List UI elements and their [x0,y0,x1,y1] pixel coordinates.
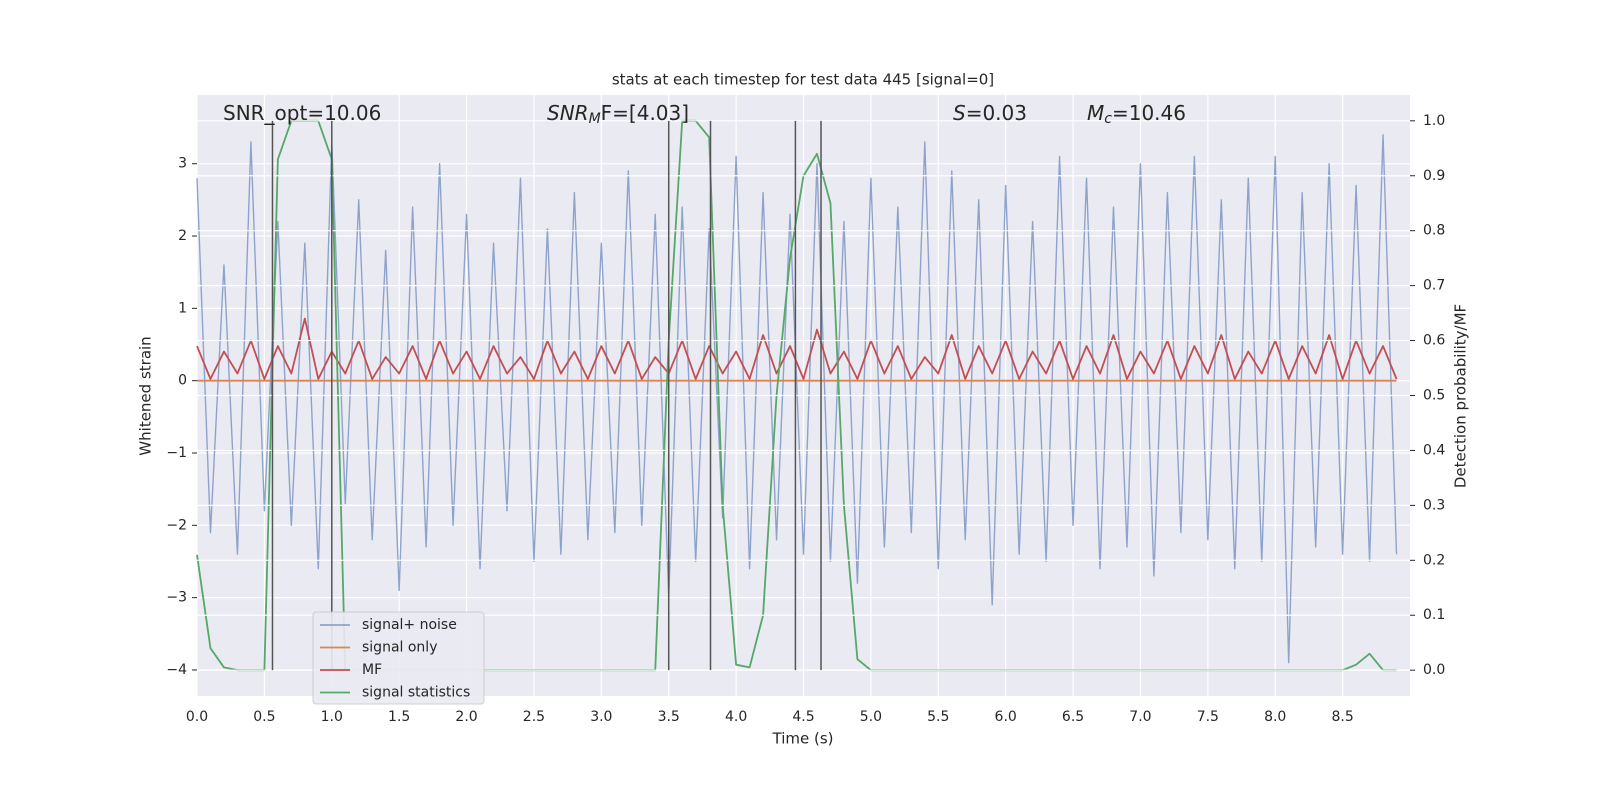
legend-box [312,611,485,705]
x-tick-label: 0.0 [186,709,208,725]
legend-label: signal only [362,640,437,656]
y2-tick-label: 0.5 [1423,388,1445,404]
y-tick-label: 0 [178,373,187,389]
y2-tick-label: 0.6 [1423,333,1445,349]
series-line [196,134,1398,664]
annotation-text: SNR_opt=10.06 [223,101,381,125]
x-axis-label: Time (s) [772,730,834,748]
x-tick-label: 3.0 [590,709,612,725]
annotation: S=0.03 [953,101,1027,125]
annotation: SNR_opt=10.06 [223,101,381,125]
x-tick-label: 4.0 [725,709,747,725]
y-tick-label: 1 [178,300,187,316]
annotation-value: =10.46 [1112,101,1186,125]
annotation-subscript: c [1104,111,1112,127]
x-tick-label: 2.0 [455,709,477,725]
y2-tick-label: 0.9 [1423,168,1445,184]
x-tick-label: 8.5 [1331,709,1353,725]
y2-tick-label: 0.0 [1423,662,1445,678]
x-tick-label: 8.0 [1264,709,1286,725]
x-tick-label: 6.0 [995,709,1017,725]
y-tick-label: −1 [166,445,187,461]
x-tick-label: 2.5 [523,709,545,725]
y-tick-label: −2 [166,517,187,533]
annotation-symbol: M [1087,101,1104,125]
x-tick-label: 1.5 [388,709,410,725]
legend-label: MF [362,662,382,678]
annotation: SNRMF=[4.03] [547,101,689,128]
y-axis-label: Whitened strain [137,336,155,455]
chart-title: stats at each timestep for test data 445… [612,71,994,89]
y-tick-label: −4 [166,662,187,678]
y-tick-label: 3 [178,156,187,172]
annotation-value: F=[4.03] [601,101,689,125]
annotation-symbol: S [953,101,966,125]
y2-tick-label: 0.4 [1423,442,1445,458]
y2-tick-label: 0.1 [1423,607,1445,623]
x-tick-label: 1.0 [321,709,343,725]
legend-label: signal statistics [362,685,470,701]
x-tick-label: 0.5 [253,709,275,725]
y2-tick-label: 0.7 [1423,278,1445,294]
annotation-symbol: SNR [547,101,589,125]
annotation-subscript: M [589,111,601,127]
x-tick-label: 7.5 [1197,709,1219,725]
y-tick-label: −3 [166,590,187,606]
x-tick-label: 4.5 [792,709,814,725]
y2-tick-label: 1.0 [1423,113,1445,129]
y2-axis-label: Detection probability/MF [1452,304,1470,488]
x-tick-label: 5.5 [927,709,949,725]
annotation-value: =0.03 [966,101,1027,125]
x-tick-label: 7.0 [1129,709,1151,725]
y2-tick-label: 0.3 [1423,497,1445,513]
annotation: Mc=10.46 [1087,101,1186,128]
y2-tick-label: 0.2 [1423,552,1445,568]
x-tick-label: 6.5 [1062,709,1084,725]
x-tick-label: 5.0 [860,709,882,725]
y2-tick-label: 0.8 [1423,223,1445,239]
series-line [196,317,1398,380]
y-tick-label: 2 [178,228,187,244]
legend-label: signal+ noise [362,617,457,633]
x-tick-label: 3.5 [658,709,680,725]
